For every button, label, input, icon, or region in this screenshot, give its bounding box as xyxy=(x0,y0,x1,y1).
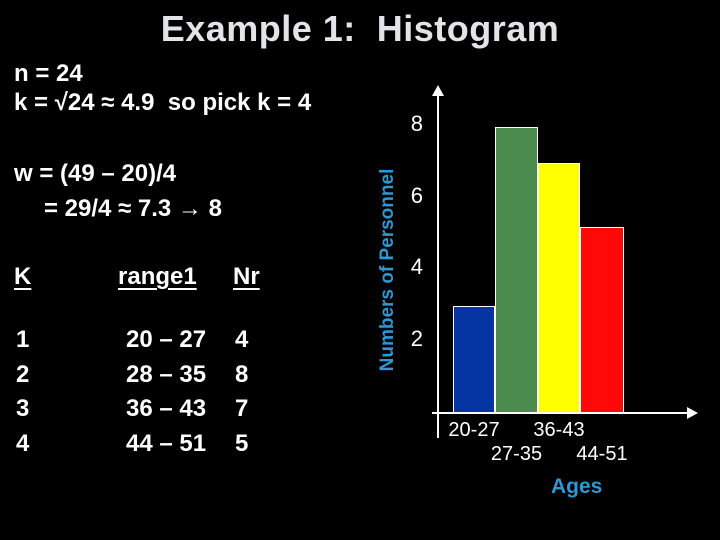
table-header-range: range1 xyxy=(118,263,197,290)
table-cell: 20 – 27 xyxy=(126,326,207,353)
histogram-bar-20-27 xyxy=(453,306,495,413)
y-tick-label: 2 xyxy=(410,325,423,351)
equation-w2: = 29/4 ≈ 7.3 → 8 xyxy=(44,195,222,222)
x-axis-line xyxy=(432,412,688,414)
histogram-bar-27-35 xyxy=(495,127,538,413)
y-axis-arrow-icon xyxy=(432,85,444,96)
table-row: 4 44 – 51 5 xyxy=(0,430,300,462)
y-tick-label: 4 xyxy=(410,253,423,279)
slide-title: Example 1: Histogram xyxy=(160,8,560,49)
histogram-bar-44-51 xyxy=(580,227,624,413)
x-tick-label: 36-43 xyxy=(533,419,585,441)
table-cell: 5 xyxy=(235,429,249,457)
x-axis-label: Ages xyxy=(551,475,603,498)
equation-n: n = 24 xyxy=(14,60,83,87)
table-header-k: K xyxy=(14,263,32,290)
table-header-nr: Nr xyxy=(233,263,260,290)
table-cell: 7 xyxy=(235,395,249,422)
x-tick-label: 27-35 xyxy=(490,443,543,465)
table-cell: 44 – 51 xyxy=(126,429,207,457)
table-cell: 2 xyxy=(16,360,30,388)
table-cell: 28 – 35 xyxy=(126,360,207,388)
y-axis-line xyxy=(437,95,439,438)
x-tick-label: 44-51 xyxy=(576,443,628,465)
table-row: 3 36 – 43 7 xyxy=(0,395,300,427)
equation-w1: w = (49 – 20)/4 xyxy=(14,160,177,187)
table-cell: 36 – 43 xyxy=(126,395,207,422)
table-row: 2 28 – 35 8 xyxy=(0,361,300,393)
table-cell: 3 xyxy=(16,395,30,422)
y-tick-label: 6 xyxy=(410,182,423,208)
equation-k: k = √24 ≈ 4.9 so pick k = 4 xyxy=(14,89,312,116)
x-tick-label: 20-27 xyxy=(448,419,500,441)
table-cell: 1 xyxy=(16,326,30,353)
table-cell: 8 xyxy=(235,360,249,388)
x-axis-arrow-icon xyxy=(687,407,698,419)
table-cell: 4 xyxy=(16,429,30,457)
histogram-bar-36-43 xyxy=(538,163,580,413)
table-row: 1 20 – 27 4 xyxy=(0,326,300,358)
y-tick-label: 8 xyxy=(410,110,423,136)
table-cell: 4 xyxy=(235,326,249,353)
